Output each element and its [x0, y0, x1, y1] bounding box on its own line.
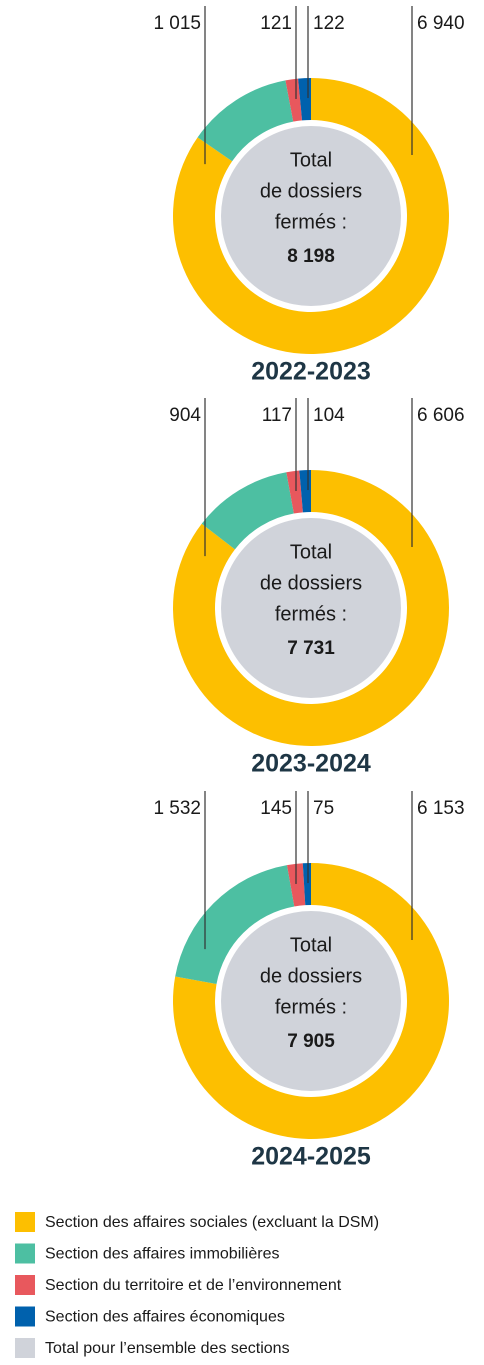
- value-label: 117: [262, 405, 292, 426]
- year-title: 2023-2024: [251, 750, 371, 778]
- value-label: 145: [260, 798, 292, 819]
- center-label: de dossiers: [260, 965, 362, 987]
- donut-slice: [201, 472, 294, 550]
- legend-label: Section des affaires sociales (excluant …: [45, 1214, 379, 1231]
- center-label: Total: [290, 541, 332, 563]
- value-label: 104: [313, 405, 345, 426]
- legend-swatch: [15, 1243, 35, 1264]
- total-label: 7 905: [287, 1031, 335, 1052]
- legend-swatch: [15, 1212, 35, 1232]
- year-title: 2024-2025: [251, 1143, 371, 1171]
- value-label: 121: [260, 13, 292, 34]
- center-label: fermés :: [275, 996, 347, 1018]
- donut-slice: [172, 470, 449, 746]
- total-circle: [221, 518, 401, 698]
- total-circle: [221, 911, 401, 1091]
- total-circle: [221, 126, 401, 306]
- legend-label: Section des affaires immobilières: [45, 1246, 279, 1263]
- legend-label: Total pour l’ensemble des sections: [45, 1340, 290, 1357]
- legend-swatch: [15, 1338, 35, 1358]
- center-label: Total: [290, 934, 332, 956]
- center-label: de dossiers: [260, 572, 362, 594]
- center-label: Total: [290, 149, 332, 171]
- value-label: 904: [169, 405, 201, 426]
- year-title: 2022-2023: [251, 358, 371, 386]
- donut-slice: [302, 863, 311, 906]
- donut-slice: [175, 865, 295, 984]
- value-label: 6 606: [417, 405, 465, 426]
- value-label: 1 532: [153, 798, 201, 819]
- donut-slice: [285, 78, 303, 122]
- total-label: 8 198: [287, 246, 335, 267]
- legend-swatch: [15, 1275, 35, 1295]
- donut-slice: [286, 863, 306, 907]
- value-label: 6 940: [417, 13, 465, 34]
- center-label: de dossiers: [260, 180, 362, 202]
- total-label: 7 731: [287, 638, 335, 659]
- value-label: 122: [313, 13, 345, 34]
- center-label: fermés :: [275, 603, 347, 625]
- center-label: fermés :: [275, 211, 347, 233]
- value-label: 1 015: [153, 13, 201, 34]
- value-label: 6 153: [417, 798, 465, 819]
- donut-slice: [286, 470, 303, 514]
- legend-label: Section du territoire et de l’environnem…: [45, 1277, 342, 1294]
- value-label: 75: [313, 798, 334, 819]
- legend-swatch: [15, 1306, 35, 1327]
- donut-slice: [173, 78, 450, 354]
- donut-slice: [197, 80, 294, 162]
- legend-label: Section des affaires économiques: [45, 1309, 285, 1326]
- donut-slice: [172, 863, 449, 1139]
